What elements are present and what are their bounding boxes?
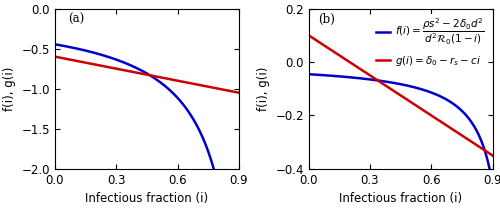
X-axis label: Infectious fraction (i): Infectious fraction (i) <box>339 192 462 205</box>
Legend: $f(i) = \dfrac{\rho s^2 - 2\delta_0 d^2}{d^2\mathcal{R}_0(1-i)}$, $g(i) = \delta: $f(i) = \dfrac{\rho s^2 - 2\delta_0 d^2}… <box>372 14 488 71</box>
X-axis label: Infectious fraction (i): Infectious fraction (i) <box>86 192 208 205</box>
Y-axis label: f(i), g(i): f(i), g(i) <box>257 66 270 111</box>
Text: (a): (a) <box>68 13 84 26</box>
Text: (b): (b) <box>318 13 334 26</box>
Y-axis label: f(i), g(i): f(i), g(i) <box>3 66 16 111</box>
